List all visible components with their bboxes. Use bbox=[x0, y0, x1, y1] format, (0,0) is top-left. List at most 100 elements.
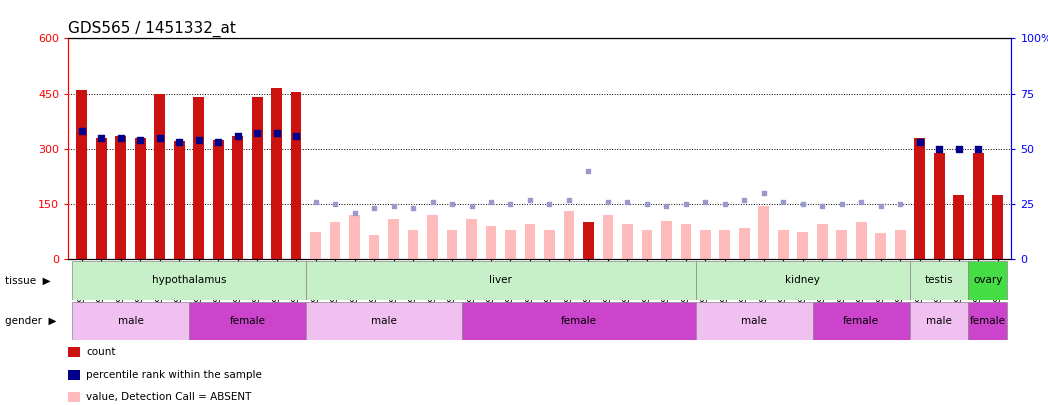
Bar bbox=[306, 302, 462, 340]
Bar bbox=[330, 222, 341, 259]
Bar bbox=[174, 141, 184, 259]
Point bbox=[658, 203, 675, 209]
Text: GDS565 / 1451332_at: GDS565 / 1451332_at bbox=[68, 21, 236, 37]
Point bbox=[93, 134, 110, 141]
Point bbox=[346, 210, 363, 216]
Bar bbox=[505, 230, 516, 259]
Point bbox=[969, 145, 986, 152]
Bar bbox=[720, 230, 730, 259]
Bar bbox=[408, 230, 418, 259]
Text: testis: testis bbox=[925, 275, 954, 286]
Bar bbox=[910, 261, 968, 300]
Point bbox=[366, 205, 383, 212]
Bar bbox=[700, 230, 711, 259]
Text: male: male bbox=[741, 316, 767, 326]
Bar bbox=[641, 230, 652, 259]
Text: gender  ▶: gender ▶ bbox=[5, 316, 57, 326]
Bar bbox=[759, 206, 769, 259]
Point bbox=[230, 132, 246, 139]
Bar bbox=[95, 138, 107, 259]
Point bbox=[386, 203, 402, 209]
Point bbox=[833, 201, 850, 207]
Bar bbox=[72, 302, 189, 340]
Point bbox=[327, 201, 344, 207]
Bar bbox=[290, 92, 302, 259]
Point bbox=[931, 145, 947, 152]
Bar bbox=[934, 153, 944, 259]
Text: hypothalamus: hypothalamus bbox=[152, 275, 226, 286]
Text: kidney: kidney bbox=[785, 275, 821, 286]
Point bbox=[853, 198, 870, 205]
Point bbox=[132, 137, 149, 143]
Text: liver: liver bbox=[489, 275, 512, 286]
Bar bbox=[213, 140, 223, 259]
Bar bbox=[310, 232, 321, 259]
Bar bbox=[992, 195, 1003, 259]
Bar bbox=[836, 230, 847, 259]
Point bbox=[736, 196, 752, 203]
Bar bbox=[696, 261, 910, 300]
Point bbox=[561, 196, 577, 203]
Bar bbox=[817, 224, 828, 259]
Bar bbox=[428, 215, 438, 259]
Point bbox=[697, 198, 714, 205]
Bar bbox=[954, 195, 964, 259]
Bar bbox=[189, 302, 306, 340]
Bar bbox=[696, 302, 812, 340]
Bar bbox=[856, 222, 867, 259]
Bar bbox=[115, 136, 126, 259]
Bar bbox=[525, 224, 536, 259]
Bar bbox=[968, 261, 1007, 300]
Text: tissue  ▶: tissue ▶ bbox=[5, 275, 51, 286]
Bar bbox=[135, 138, 146, 259]
Point bbox=[288, 132, 305, 139]
Bar bbox=[271, 88, 282, 259]
Bar bbox=[583, 222, 594, 259]
Point bbox=[892, 201, 909, 207]
Point bbox=[912, 139, 929, 145]
Text: female: female bbox=[970, 316, 1006, 326]
Bar bbox=[812, 302, 910, 340]
Bar bbox=[623, 224, 633, 259]
Bar bbox=[739, 228, 749, 259]
Point bbox=[171, 139, 188, 145]
Point bbox=[268, 130, 285, 136]
Bar bbox=[875, 233, 887, 259]
Bar bbox=[193, 97, 204, 259]
Bar bbox=[910, 302, 968, 340]
Point bbox=[73, 128, 90, 134]
Bar bbox=[462, 302, 696, 340]
Point bbox=[756, 190, 772, 196]
Bar bbox=[603, 215, 613, 259]
Point bbox=[872, 203, 889, 209]
Bar bbox=[388, 219, 399, 259]
Bar bbox=[233, 136, 243, 259]
Point bbox=[151, 134, 168, 141]
Point bbox=[619, 198, 636, 205]
Text: count: count bbox=[86, 347, 115, 357]
Bar bbox=[466, 219, 477, 259]
Text: male: male bbox=[117, 316, 144, 326]
Bar bbox=[72, 261, 306, 300]
Point bbox=[248, 130, 265, 136]
Bar bbox=[252, 97, 262, 259]
Point bbox=[502, 201, 519, 207]
Bar bbox=[968, 302, 1007, 340]
Point bbox=[677, 201, 694, 207]
Bar bbox=[680, 224, 692, 259]
Point bbox=[580, 168, 596, 174]
Point bbox=[463, 203, 480, 209]
Point bbox=[774, 198, 791, 205]
Point bbox=[191, 137, 208, 143]
Point bbox=[112, 134, 129, 141]
Bar bbox=[973, 153, 984, 259]
Point bbox=[717, 201, 734, 207]
Bar bbox=[306, 261, 696, 300]
Bar bbox=[544, 230, 554, 259]
Bar bbox=[914, 138, 925, 259]
Point bbox=[541, 201, 558, 207]
Point bbox=[483, 198, 500, 205]
Bar bbox=[485, 226, 497, 259]
Bar bbox=[154, 94, 166, 259]
Text: male: male bbox=[371, 316, 397, 326]
